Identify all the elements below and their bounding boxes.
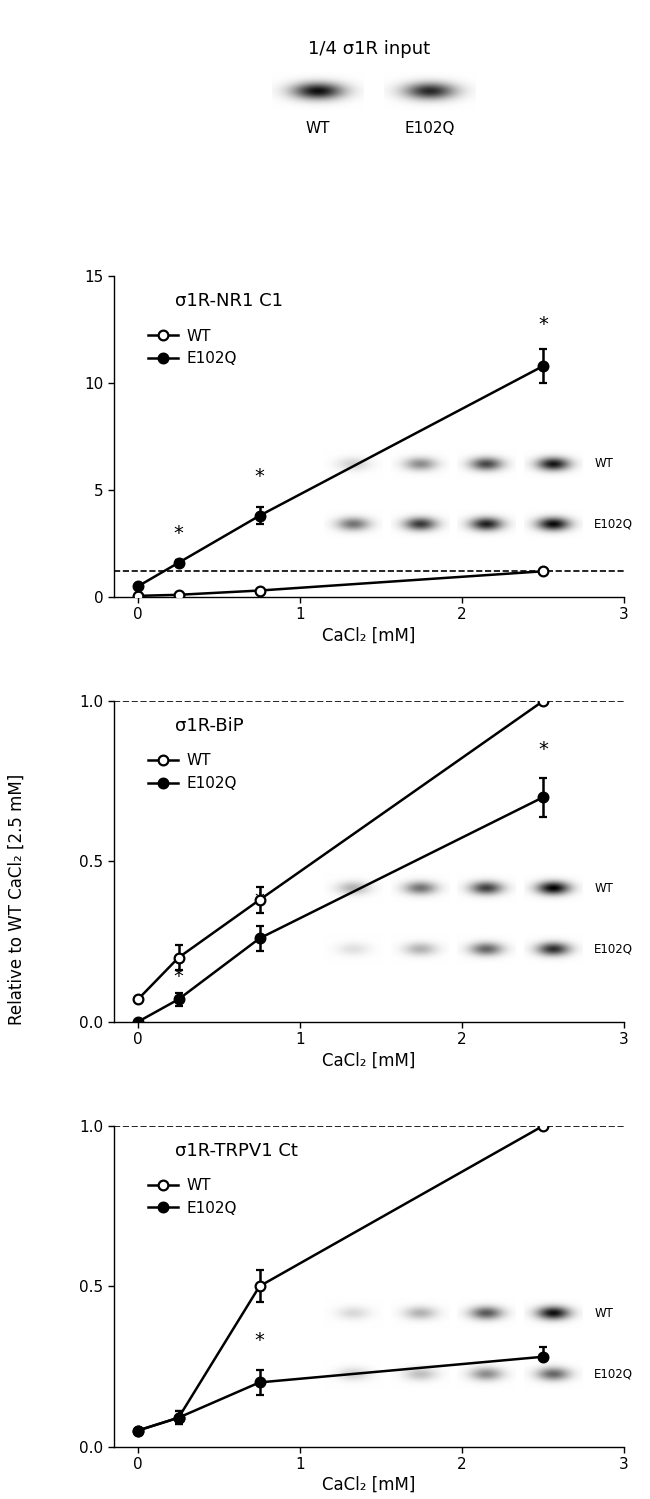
Legend: WT, E102Q: WT, E102Q [142, 322, 242, 372]
Text: *: * [538, 1309, 548, 1328]
Text: σ1R-TRPV1 Ct: σ1R-TRPV1 Ct [175, 1142, 298, 1160]
Text: E102Q: E102Q [405, 121, 456, 136]
X-axis label: CaCl₂ [mM]: CaCl₂ [mM] [322, 627, 415, 645]
Text: *: * [255, 1331, 265, 1351]
Text: Relative to WT CaCl₂ [2.5 mM]: Relative to WT CaCl₂ [2.5 mM] [7, 773, 25, 1025]
Legend: WT, E102Q: WT, E102Q [142, 1172, 242, 1222]
Text: WT: WT [306, 121, 330, 136]
Text: *: * [255, 466, 265, 486]
X-axis label: CaCl₂ [mM]: CaCl₂ [mM] [322, 1051, 415, 1069]
Text: *: * [255, 890, 265, 910]
Text: *: * [174, 967, 183, 986]
Text: 1/4 σ1R input: 1/4 σ1R input [308, 40, 430, 58]
Text: σ1R-NR1 C1: σ1R-NR1 C1 [175, 292, 283, 310]
Text: *: * [538, 315, 548, 334]
Text: *: * [174, 525, 183, 544]
Text: *: * [538, 741, 548, 758]
Text: σ1R-BiP: σ1R-BiP [175, 717, 244, 735]
X-axis label: CaCl₂ [mM]: CaCl₂ [mM] [322, 1477, 415, 1495]
Legend: WT, E102Q: WT, E102Q [142, 747, 242, 797]
